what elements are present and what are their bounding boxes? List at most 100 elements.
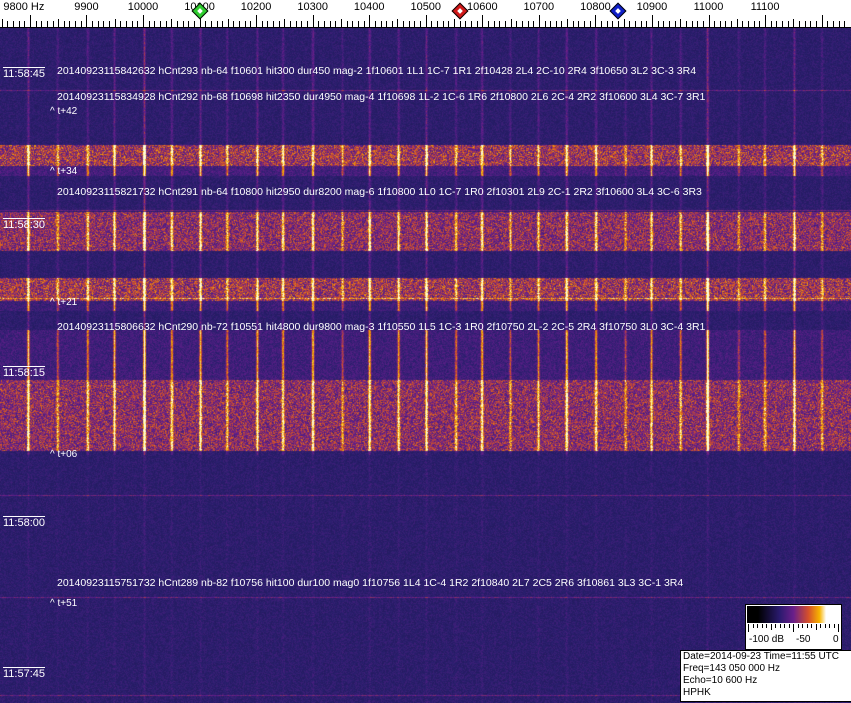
ruler-tick: [578, 21, 580, 27]
frequency-tick-label: 10900: [636, 1, 668, 13]
ruler-tick: [295, 21, 297, 27]
ruler-tick: [782, 21, 783, 27]
ruler-tick: [12, 21, 14, 27]
time-label: 11:58:30: [3, 218, 46, 231]
ruler-tick: [41, 21, 43, 27]
ruler-tick: [380, 21, 382, 27]
ruler-tick: [770, 21, 772, 27]
colorbar-tick: [757, 624, 758, 628]
ruler-tick: [391, 21, 393, 27]
colorbar-tick: [761, 624, 763, 628]
ruler-tick: [606, 21, 608, 27]
ruler-tick: [323, 21, 325, 27]
ruler-tick: [97, 21, 99, 27]
ruler-tick: [742, 21, 744, 27]
ruler-tick: [126, 21, 128, 27]
ruler-tick: [278, 21, 280, 27]
ruler-tick: [346, 21, 348, 27]
ruler-tick: [702, 21, 704, 27]
ruler-tick: [657, 21, 659, 27]
colorbar-tick: [829, 624, 830, 628]
ruler-tick: [273, 21, 275, 27]
ruler-tick: [572, 21, 574, 27]
ruler-tick: [210, 21, 212, 27]
ruler-tick: [205, 21, 207, 27]
ruler-tick: [470, 21, 472, 27]
ruler-tick: [708, 15, 710, 27]
frequency-marker-icon[interactable]: [609, 2, 627, 20]
ruler-tick: [753, 21, 755, 27]
ruler-tick: [634, 21, 636, 27]
ruler-tick: [533, 21, 535, 27]
ruler-tick: [765, 15, 767, 27]
ruler-tick: [504, 21, 506, 27]
frequency-tick-label: 11100: [750, 1, 780, 13]
ruler-tick: [810, 21, 812, 27]
ruler-tick: [75, 21, 77, 27]
ruler-tick: [109, 21, 111, 27]
ruler-tick: [527, 21, 529, 27]
ruler-tick: [561, 21, 563, 27]
colorbar-tick: [770, 624, 772, 630]
ruler-tick: [216, 21, 218, 27]
ruler-tick: [465, 21, 467, 27]
time-label: 11:58:15: [3, 366, 46, 379]
ruler-tick: [239, 21, 241, 27]
frequency-tick-label: 10600: [467, 1, 498, 13]
time-label: 11:58:45: [3, 67, 46, 80]
time-label: 11:57:45: [3, 667, 46, 680]
ruler-tick: [612, 21, 614, 27]
ruler-tick: [697, 21, 699, 27]
ruler-tick: [674, 21, 676, 27]
ruler-tick: [437, 21, 439, 27]
ruler-tick: [798, 21, 800, 27]
detection-annotation: 20140923115842632 hCnt293 nb-64 f10601 h…: [57, 65, 697, 77]
station-label: HPHK: [683, 687, 711, 698]
colorbar-tick: [838, 624, 839, 632]
ruler-tick: [306, 21, 308, 27]
ruler-tick: [29, 15, 31, 27]
ruler-tick: [646, 21, 648, 27]
ruler-tick: [80, 21, 82, 27]
ruler-tick: [793, 19, 795, 27]
ruler-tick: [567, 19, 569, 27]
ruler-tick: [357, 21, 359, 27]
ruler-tick: [544, 21, 546, 27]
colorbar-tick: [748, 624, 749, 632]
colorbar: -100 dB -50 0: [745, 604, 842, 650]
ruler-tick: [459, 21, 461, 27]
ruler-tick: [340, 19, 342, 27]
ruler-tick: [623, 19, 625, 27]
ruler-tick: [352, 21, 354, 27]
ruler-tick: [821, 15, 823, 27]
spectrogram-waterfall: [0, 28, 851, 703]
ruler-tick: [369, 15, 371, 27]
ruler-tick: [227, 19, 229, 27]
ruler-tick: [584, 21, 586, 27]
ruler-tick: [487, 21, 489, 27]
time-offset-label: ^ t+34: [50, 166, 78, 177]
ruler-tick: [827, 21, 829, 27]
frequency-marker-icon[interactable]: [451, 2, 469, 20]
ruler-tick: [844, 21, 846, 27]
ruler-tick: [312, 15, 314, 27]
frequency-tick-label: 10700: [523, 1, 555, 13]
colorbar-tick: [806, 624, 808, 628]
frequency-tick-label: 10400: [353, 1, 385, 13]
ruler-tick: [651, 15, 653, 27]
colorbar-tick: [824, 624, 826, 628]
detection-annotation: 20140923115806632 hCnt290 nb-72 f10551 h…: [57, 321, 706, 333]
ruler-tick: [86, 15, 88, 27]
ruler-tick: [18, 21, 20, 27]
ruler-tick: [736, 19, 738, 27]
ruler-tick: [748, 21, 750, 27]
colorbar-label: -100 dB: [749, 634, 785, 645]
ruler-tick: [159, 21, 161, 27]
ruler-tick: [663, 21, 665, 27]
ruler-tick: [403, 21, 405, 27]
ruler-tick: [601, 21, 603, 27]
time-offset-label: ^ t+21: [50, 297, 78, 308]
ruler-tick: [46, 21, 48, 27]
ruler-tick: [233, 21, 235, 27]
frequency-ruler[interactable]: 9800 Hz990010000101001020010300104001050…: [0, 0, 851, 28]
